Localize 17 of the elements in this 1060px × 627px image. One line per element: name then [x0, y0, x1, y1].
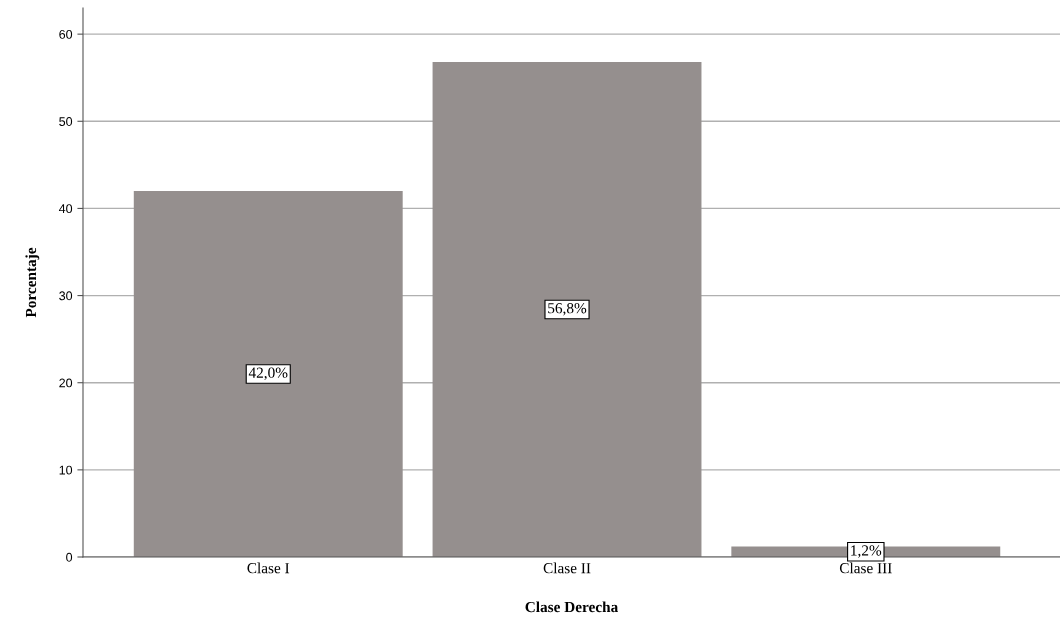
- y-tick-label: 40: [58, 204, 73, 214]
- x-tick-label: Clase III: [839, 562, 892, 574]
- x-axis-title: Clase Derecha: [525, 601, 619, 613]
- y-tick-label: 0: [66, 552, 73, 562]
- data-label: 56,8%: [548, 303, 587, 316]
- bar: [133, 191, 403, 557]
- x-tick-label: Clase II: [543, 562, 591, 574]
- y-tick-label: 20: [59, 378, 73, 388]
- y-tick-label: 30: [59, 291, 73, 301]
- data-label: 1,2%: [851, 545, 882, 558]
- y-axis-title: Porcentaje: [25, 247, 40, 318]
- y-tick-label: 60: [59, 29, 73, 39]
- bar: [432, 62, 702, 557]
- data-label: 42,0%: [248, 367, 288, 381]
- x-tick-label: Clase I: [247, 562, 290, 574]
- y-tick-label: 10: [59, 465, 73, 475]
- y-tick-label: 50: [59, 117, 73, 126]
